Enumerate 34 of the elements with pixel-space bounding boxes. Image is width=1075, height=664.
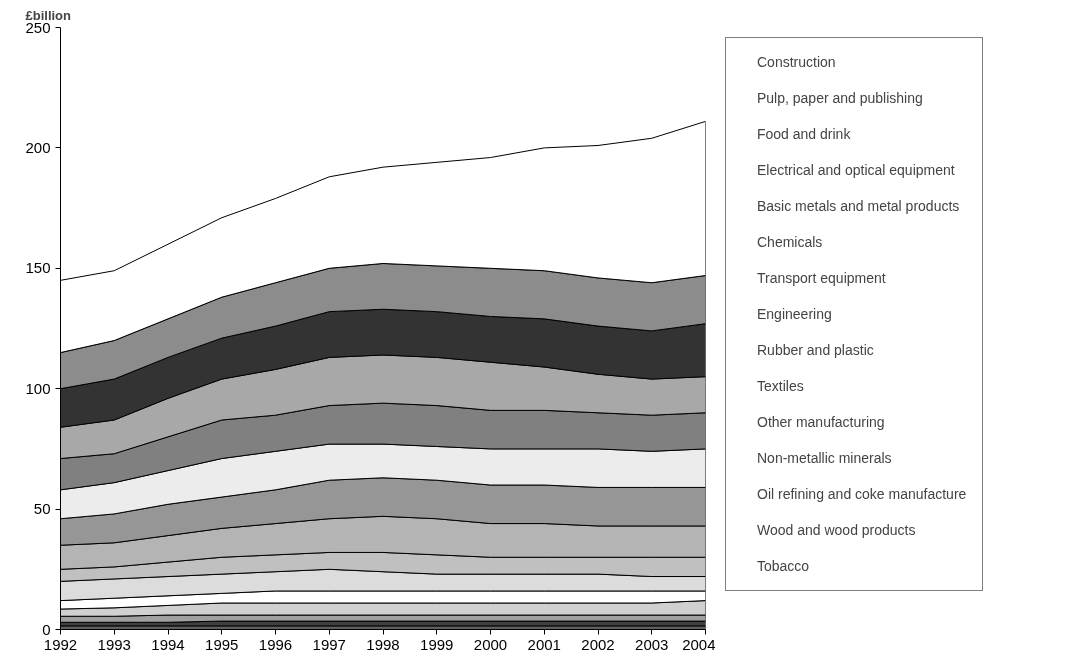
text: Electrical and optical equipment	[757, 162, 955, 178]
text: Wood and wood products	[757, 522, 916, 538]
x-tick-label: 1996	[258, 635, 293, 653]
text: Engineering	[757, 306, 832, 322]
text: Transport equipment	[757, 270, 886, 286]
y-tick-label: 0	[42, 620, 51, 638]
text: Rubber and plastic	[757, 342, 874, 358]
x-tick-label: 2004	[682, 635, 716, 653]
y-tick-label: 100	[25, 379, 51, 397]
text: Pulp, paper and publishing	[757, 90, 923, 106]
x-tick-label: 2003	[635, 635, 669, 653]
text: Other manufacturing	[757, 414, 885, 430]
x-tick-label: 1993	[97, 635, 131, 653]
text: Tobacco	[757, 558, 810, 574]
text: Chemicals	[757, 234, 823, 250]
x-tick-label: 2001	[527, 635, 561, 653]
x-tick-label: 2002	[581, 635, 615, 653]
text: Textiles	[757, 378, 804, 394]
y-tick-label: 150	[25, 259, 51, 277]
y-tick-label: 50	[33, 500, 51, 518]
text: Basic metals and metal products	[757, 198, 960, 214]
x-tick-label: 1997	[312, 635, 346, 653]
text: Food and drink	[757, 126, 851, 142]
text: Non-metallic minerals	[757, 450, 892, 466]
x-tick-label: 1994	[151, 635, 185, 653]
x-tick-label: 1999	[420, 635, 454, 653]
x-tick-label: 1995	[205, 635, 239, 653]
text: Construction	[757, 54, 836, 70]
x-tick-label: 1992	[43, 635, 78, 653]
x-tick-label: 2000	[473, 635, 508, 653]
x-tick-label: 1998	[366, 635, 400, 653]
y-tick-label: 200	[25, 138, 51, 156]
text: Oil refining and coke manufacture	[757, 486, 967, 502]
y-axis-title: £billion	[25, 7, 72, 23]
